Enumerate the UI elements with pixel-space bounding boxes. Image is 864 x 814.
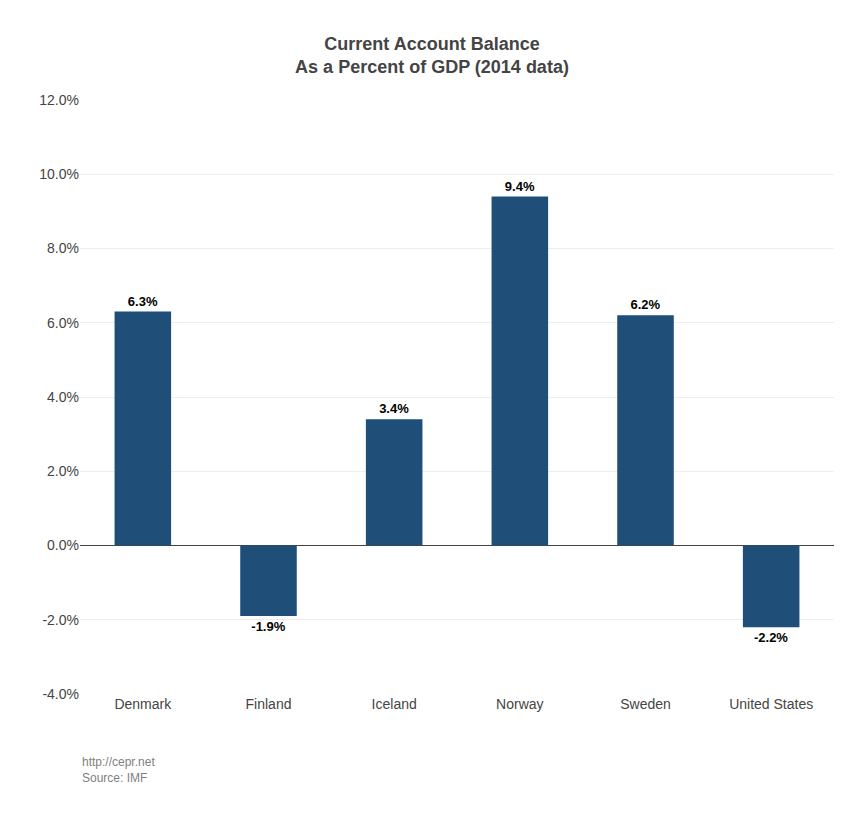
svg-text:6.3%: 6.3% xyxy=(128,294,158,309)
svg-text:Norway: Norway xyxy=(496,696,543,712)
svg-text:Iceland: Iceland xyxy=(372,696,417,712)
svg-text:9.4%: 9.4% xyxy=(505,179,535,194)
svg-text:10.0%: 10.0% xyxy=(39,166,79,182)
svg-text:3.4%: 3.4% xyxy=(379,401,409,416)
svg-text:6.2%: 6.2% xyxy=(630,297,660,312)
svg-text:-2.2%: -2.2% xyxy=(754,630,788,645)
svg-text:-2.0%: -2.0% xyxy=(42,612,79,628)
svg-text:United States: United States xyxy=(729,696,813,712)
svg-text:Current Account BalanceAs a Pe: Current Account BalanceAs a Percent of G… xyxy=(295,34,569,77)
svg-text:6.0%: 6.0% xyxy=(47,315,79,331)
svg-text:Sweden: Sweden xyxy=(620,696,671,712)
svg-text:4.0%: 4.0% xyxy=(47,389,79,405)
svg-text:Denmark: Denmark xyxy=(114,696,172,712)
svg-text:2.0%: 2.0% xyxy=(47,463,79,479)
svg-text:http://cepr.netSource: IMF: http://cepr.netSource: IMF xyxy=(82,755,155,785)
svg-text:0.0%: 0.0% xyxy=(47,537,79,553)
svg-text:8.0%: 8.0% xyxy=(47,240,79,256)
svg-text:Finland: Finland xyxy=(246,696,292,712)
svg-text:12.0%: 12.0% xyxy=(39,92,79,108)
svg-text:-1.9%: -1.9% xyxy=(251,619,285,634)
svg-text:-4.0%: -4.0% xyxy=(42,686,79,702)
